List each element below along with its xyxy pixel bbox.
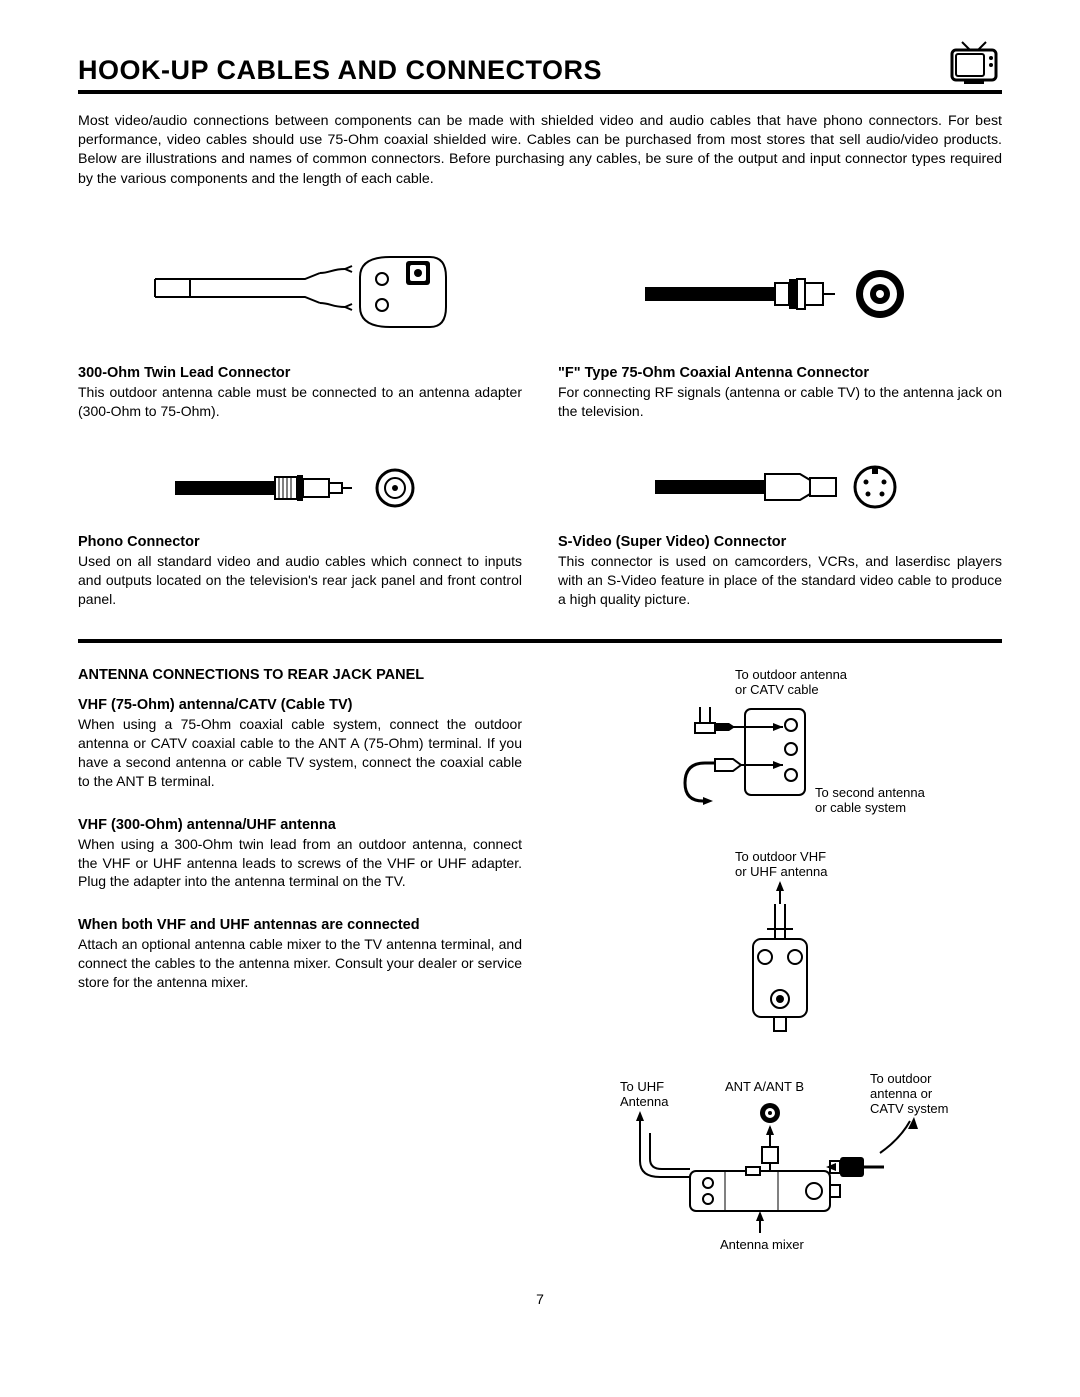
phono-body: Used on all standard video and audio cab… [78,552,522,609]
svg-text:CATV system: CATV system [870,1101,949,1116]
label-second-antenna: To second antenna [815,785,926,800]
f-type-illustration [558,229,1002,359]
tv-icon [946,40,1002,86]
svg-text:or UHF antenna: or UHF antenna [735,864,828,879]
label-outdoor-vhf: To outdoor VHF [735,849,826,864]
phono-title: Phono Connector [78,534,522,550]
antenna-text-column: ANTENNA CONNECTIONS TO REAR JACK PANEL V… [78,667,522,1251]
twin-lead-title: 300-Ohm Twin Lead Connector [78,365,522,381]
label-antenna-mixer: Antenna mixer [720,1237,804,1251]
svg-text:or CATV cable: or CATV cable [735,682,819,697]
page-title: HOOK-UP CABLES AND CONNECTORS [78,55,602,86]
page-number: 7 [78,1291,1002,1307]
connector-phono: Phono Connector Used on all standard vid… [78,448,522,609]
antenna-diagram-adapter: To outdoor VHF or UHF antenna [665,849,895,1039]
connector-f-type: "F" Type 75-Ohm Coaxial Antenna Connecto… [558,229,1002,421]
section-divider [78,639,1002,643]
svideo-title: S-Video (Super Video) Connector [558,534,1002,550]
intro-paragraph: Most video/audio connections between com… [78,112,1002,189]
f-type-body: For connecting RF signals (antenna or ca… [558,383,1002,421]
f-type-title: "F" Type 75-Ohm Coaxial Antenna Connecto… [558,365,1002,381]
label-to-uhf: To UHF [620,1079,664,1094]
label-outdoor-catv: To outdoor antenna [735,667,848,682]
label-outdoor-catv-sys: To outdoor [870,1071,932,1086]
antenna-diagram-column: To outdoor antenna or CATV cable [558,667,1002,1251]
twin-lead-illustration [78,229,522,359]
svg-text:Antenna: Antenna [620,1094,669,1109]
connector-grid: 300-Ohm Twin Lead Connector This outdoor… [78,229,1002,609]
antenna-diagram-mixer: To UHF Antenna ANT A/ANT B To outdoor an… [590,1061,970,1251]
vhf300-title: VHF (300-Ohm) antenna/UHF antenna [78,817,522,833]
label-ant-ab: ANT A/ANT B [725,1079,804,1094]
antenna-section-title: ANTENNA CONNECTIONS TO REAR JACK PANEL [78,667,522,683]
vhf75-body: When using a 75-Ohm coaxial cable system… [78,715,522,791]
svg-text:antenna or: antenna or [870,1086,933,1101]
both-title: When both VHF and UHF antennas are conne… [78,917,522,933]
vhf300-body: When using a 300-Ohm twin lead from an o… [78,835,522,892]
both-body: Attach an optional antenna cable mixer t… [78,935,522,992]
svg-text:or cable system: or cable system [815,800,906,815]
twin-lead-body: This outdoor antenna cable must be conne… [78,383,522,421]
svideo-illustration [558,448,1002,528]
vhf75-title: VHF (75-Ohm) antenna/CATV (Cable TV) [78,697,522,713]
svideo-body: This connector is used on camcorders, VC… [558,552,1002,609]
connector-twin-lead: 300-Ohm Twin Lead Connector This outdoor… [78,229,522,421]
phono-illustration [78,448,522,528]
antenna-diagram-jack-panel: To outdoor antenna or CATV cable [615,667,945,827]
connector-svideo: S-Video (Super Video) Connector This con… [558,448,1002,609]
